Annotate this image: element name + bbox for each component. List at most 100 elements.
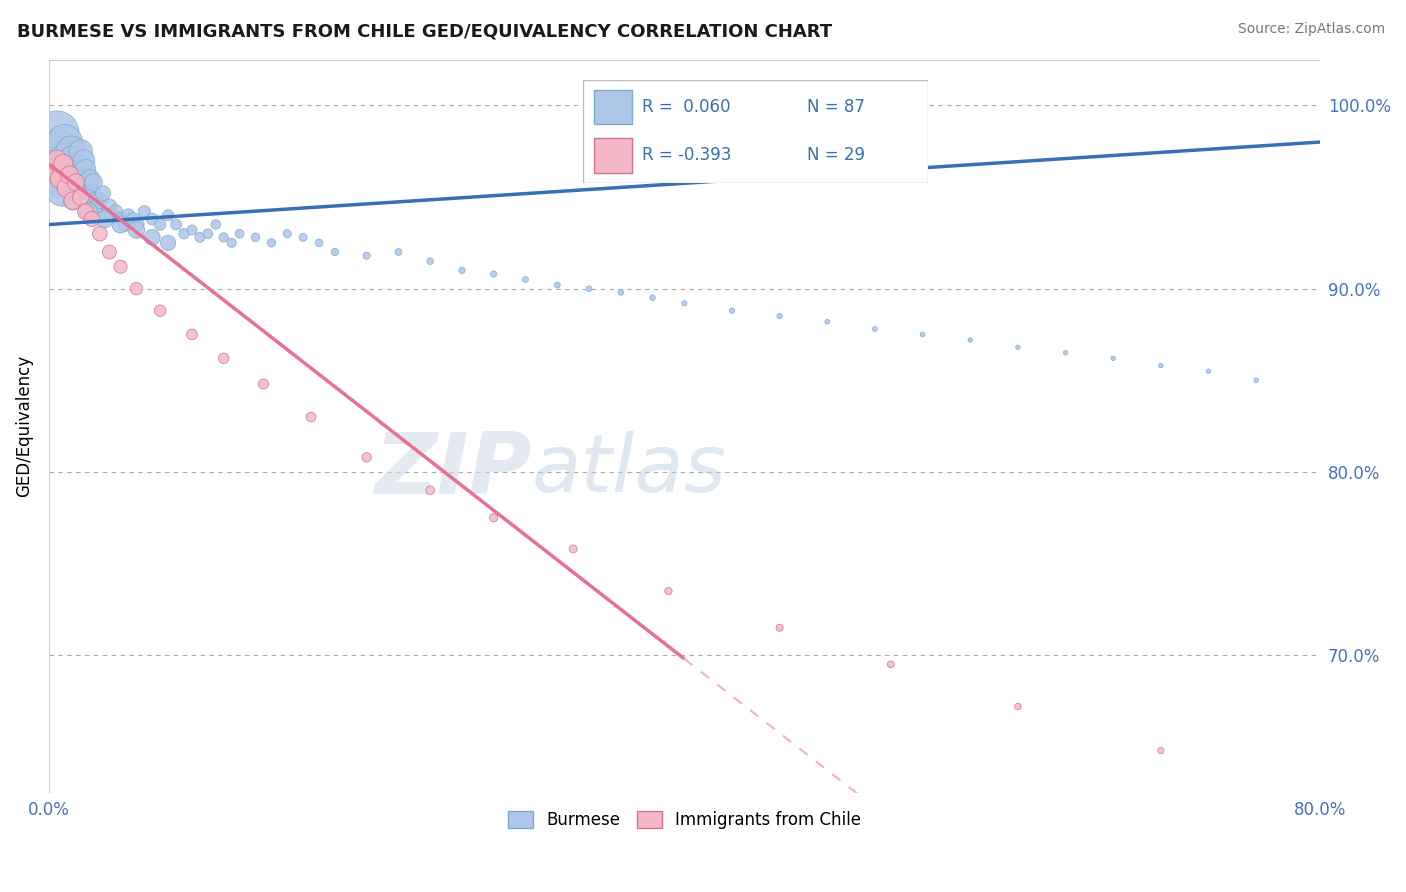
Point bbox=[562, 541, 585, 556]
Point bbox=[292, 230, 315, 244]
Point bbox=[53, 135, 76, 149]
Point bbox=[62, 194, 84, 208]
Point bbox=[212, 230, 235, 244]
Point bbox=[80, 186, 103, 201]
Point bbox=[149, 218, 172, 232]
Point bbox=[110, 260, 132, 274]
Point bbox=[515, 272, 537, 286]
Point bbox=[1150, 743, 1173, 757]
Text: Source: ZipAtlas.com: Source: ZipAtlas.com bbox=[1237, 22, 1385, 37]
Point bbox=[45, 153, 67, 168]
Point bbox=[260, 235, 283, 250]
Point bbox=[59, 168, 82, 182]
Point bbox=[101, 208, 124, 222]
Point bbox=[84, 194, 107, 208]
Point bbox=[419, 483, 441, 498]
Point bbox=[60, 145, 83, 159]
Point bbox=[356, 249, 378, 263]
Point bbox=[110, 218, 132, 232]
Point bbox=[125, 223, 148, 237]
Point bbox=[578, 282, 600, 296]
Point bbox=[104, 204, 127, 219]
Point bbox=[181, 223, 204, 237]
Text: R =  0.060: R = 0.060 bbox=[643, 98, 731, 116]
Point bbox=[67, 162, 90, 177]
Point bbox=[55, 181, 77, 195]
Point bbox=[52, 157, 75, 171]
Point bbox=[610, 285, 633, 300]
Point bbox=[98, 199, 121, 213]
Point bbox=[93, 212, 115, 227]
Point bbox=[546, 278, 568, 293]
Point bbox=[51, 171, 73, 186]
Point bbox=[117, 208, 139, 222]
Point bbox=[62, 194, 84, 208]
Point bbox=[63, 162, 86, 177]
Text: N = 29: N = 29 bbox=[807, 146, 866, 164]
Point bbox=[482, 267, 505, 281]
Point bbox=[73, 153, 96, 168]
Point bbox=[1007, 340, 1029, 354]
Point bbox=[387, 245, 409, 260]
Point bbox=[1244, 373, 1267, 387]
Point bbox=[252, 376, 274, 391]
Point bbox=[65, 171, 87, 186]
Point bbox=[134, 204, 156, 219]
Legend: Burmese, Immigrants from Chile: Burmese, Immigrants from Chile bbox=[501, 804, 868, 836]
Point bbox=[89, 227, 111, 241]
Point bbox=[91, 186, 114, 201]
Point bbox=[482, 510, 505, 524]
Point bbox=[165, 218, 187, 232]
Point bbox=[75, 162, 97, 177]
Point bbox=[110, 212, 132, 227]
Point bbox=[356, 450, 378, 465]
Point bbox=[76, 175, 98, 189]
Text: N = 87: N = 87 bbox=[807, 98, 865, 116]
Point bbox=[188, 230, 211, 244]
Point bbox=[721, 303, 744, 318]
Point bbox=[65, 175, 87, 189]
Point bbox=[204, 218, 226, 232]
Point bbox=[197, 227, 219, 241]
FancyBboxPatch shape bbox=[593, 89, 631, 124]
Point bbox=[157, 235, 180, 250]
Point bbox=[55, 153, 77, 168]
Point bbox=[157, 208, 180, 222]
Point bbox=[42, 153, 65, 168]
Text: R = -0.393: R = -0.393 bbox=[643, 146, 731, 164]
Point bbox=[768, 621, 790, 635]
Point bbox=[173, 227, 195, 241]
Point bbox=[323, 245, 346, 260]
Point bbox=[45, 126, 67, 140]
Point bbox=[419, 254, 441, 268]
Y-axis label: GED/Equivalency: GED/Equivalency bbox=[15, 355, 32, 497]
Point bbox=[75, 204, 97, 219]
Point bbox=[276, 227, 298, 241]
Point bbox=[122, 212, 145, 227]
Text: ZIP: ZIP bbox=[374, 429, 531, 512]
Point bbox=[42, 162, 65, 177]
Point bbox=[98, 245, 121, 260]
Text: atlas: atlas bbox=[531, 431, 727, 509]
Point bbox=[62, 153, 84, 168]
Point bbox=[127, 218, 149, 232]
Point bbox=[673, 296, 696, 310]
Point bbox=[212, 351, 235, 366]
Point bbox=[641, 291, 664, 305]
Point bbox=[228, 227, 250, 241]
Point bbox=[82, 175, 104, 189]
Point bbox=[49, 171, 72, 186]
Point bbox=[299, 409, 322, 424]
Point bbox=[1198, 364, 1220, 378]
Point bbox=[49, 162, 72, 177]
FancyBboxPatch shape bbox=[593, 137, 631, 173]
Point bbox=[141, 230, 163, 244]
Point bbox=[86, 199, 108, 213]
Point bbox=[77, 204, 100, 219]
Point bbox=[141, 212, 163, 227]
Point bbox=[69, 145, 91, 159]
Point bbox=[149, 303, 172, 318]
Point bbox=[114, 218, 136, 232]
Point bbox=[1007, 699, 1029, 714]
Point bbox=[181, 327, 204, 342]
